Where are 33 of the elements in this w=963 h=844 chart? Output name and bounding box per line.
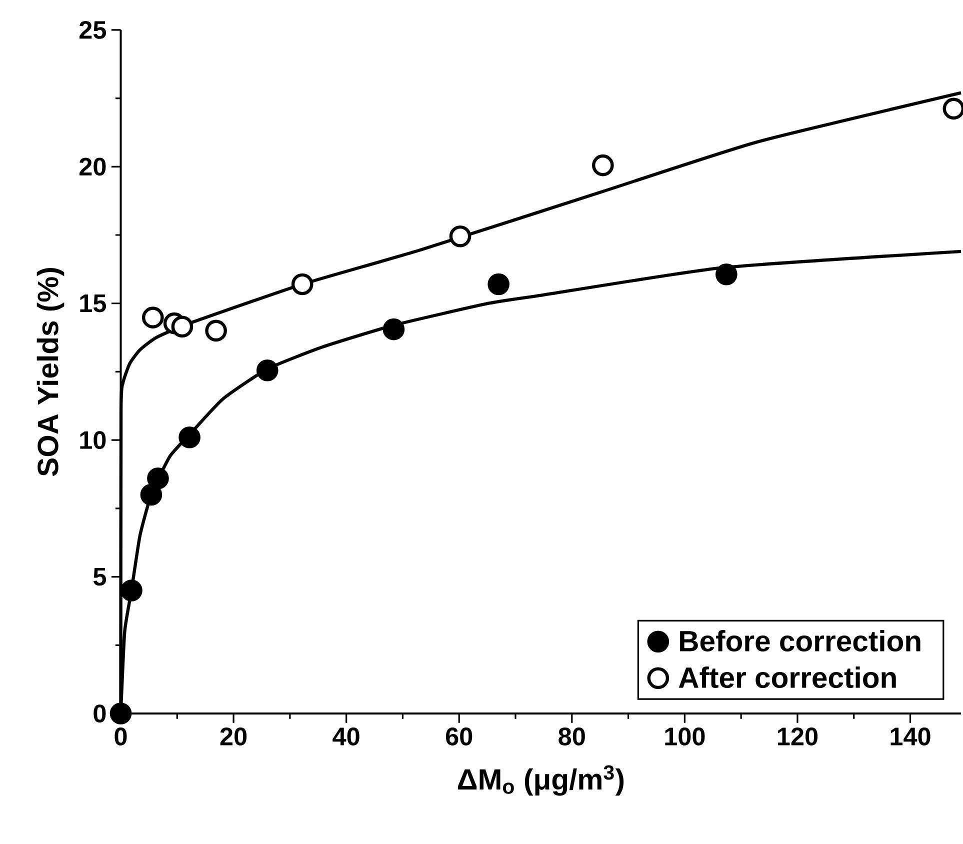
x-tick-label: 40 bbox=[332, 727, 360, 746]
point bbox=[171, 316, 194, 338]
point bbox=[291, 273, 314, 296]
point bbox=[256, 359, 278, 382]
x-axis-title: ΔM$_{o}$ (μg/m$^{3}$) bbox=[458, 765, 624, 796]
legend-label: After correction bbox=[678, 666, 896, 688]
legend-label: Before correction bbox=[680, 630, 920, 652]
x-tick-label: 100 bbox=[665, 727, 705, 746]
y-axis-title: SOA Yields (%) bbox=[36, 268, 64, 476]
x-tick-label: 60 bbox=[446, 727, 472, 746]
x-tick-label: 140 bbox=[890, 727, 930, 746]
x-tick-label: 0 bbox=[114, 727, 127, 746]
point bbox=[592, 154, 614, 176]
point bbox=[205, 320, 227, 342]
x-tick-label: 120 bbox=[778, 727, 818, 746]
x-tick-label: 80 bbox=[558, 727, 585, 746]
point bbox=[488, 273, 510, 296]
y-tick-label: 10 bbox=[80, 431, 106, 449]
point bbox=[382, 318, 405, 340]
point bbox=[120, 579, 142, 602]
point bbox=[147, 467, 169, 490]
y-tick-label: 5 bbox=[93, 568, 106, 586]
y-tick-label: 20 bbox=[79, 158, 106, 176]
point bbox=[142, 306, 164, 328]
point bbox=[178, 426, 200, 448]
point bbox=[110, 702, 132, 724]
y-tick-label: 15 bbox=[80, 294, 106, 312]
y-tick-label: 25 bbox=[79, 20, 106, 39]
point bbox=[140, 484, 162, 506]
x-tick-label: 20 bbox=[220, 727, 247, 746]
point bbox=[449, 225, 472, 248]
y-tick-label: 0 bbox=[94, 704, 106, 722]
point bbox=[716, 263, 738, 286]
